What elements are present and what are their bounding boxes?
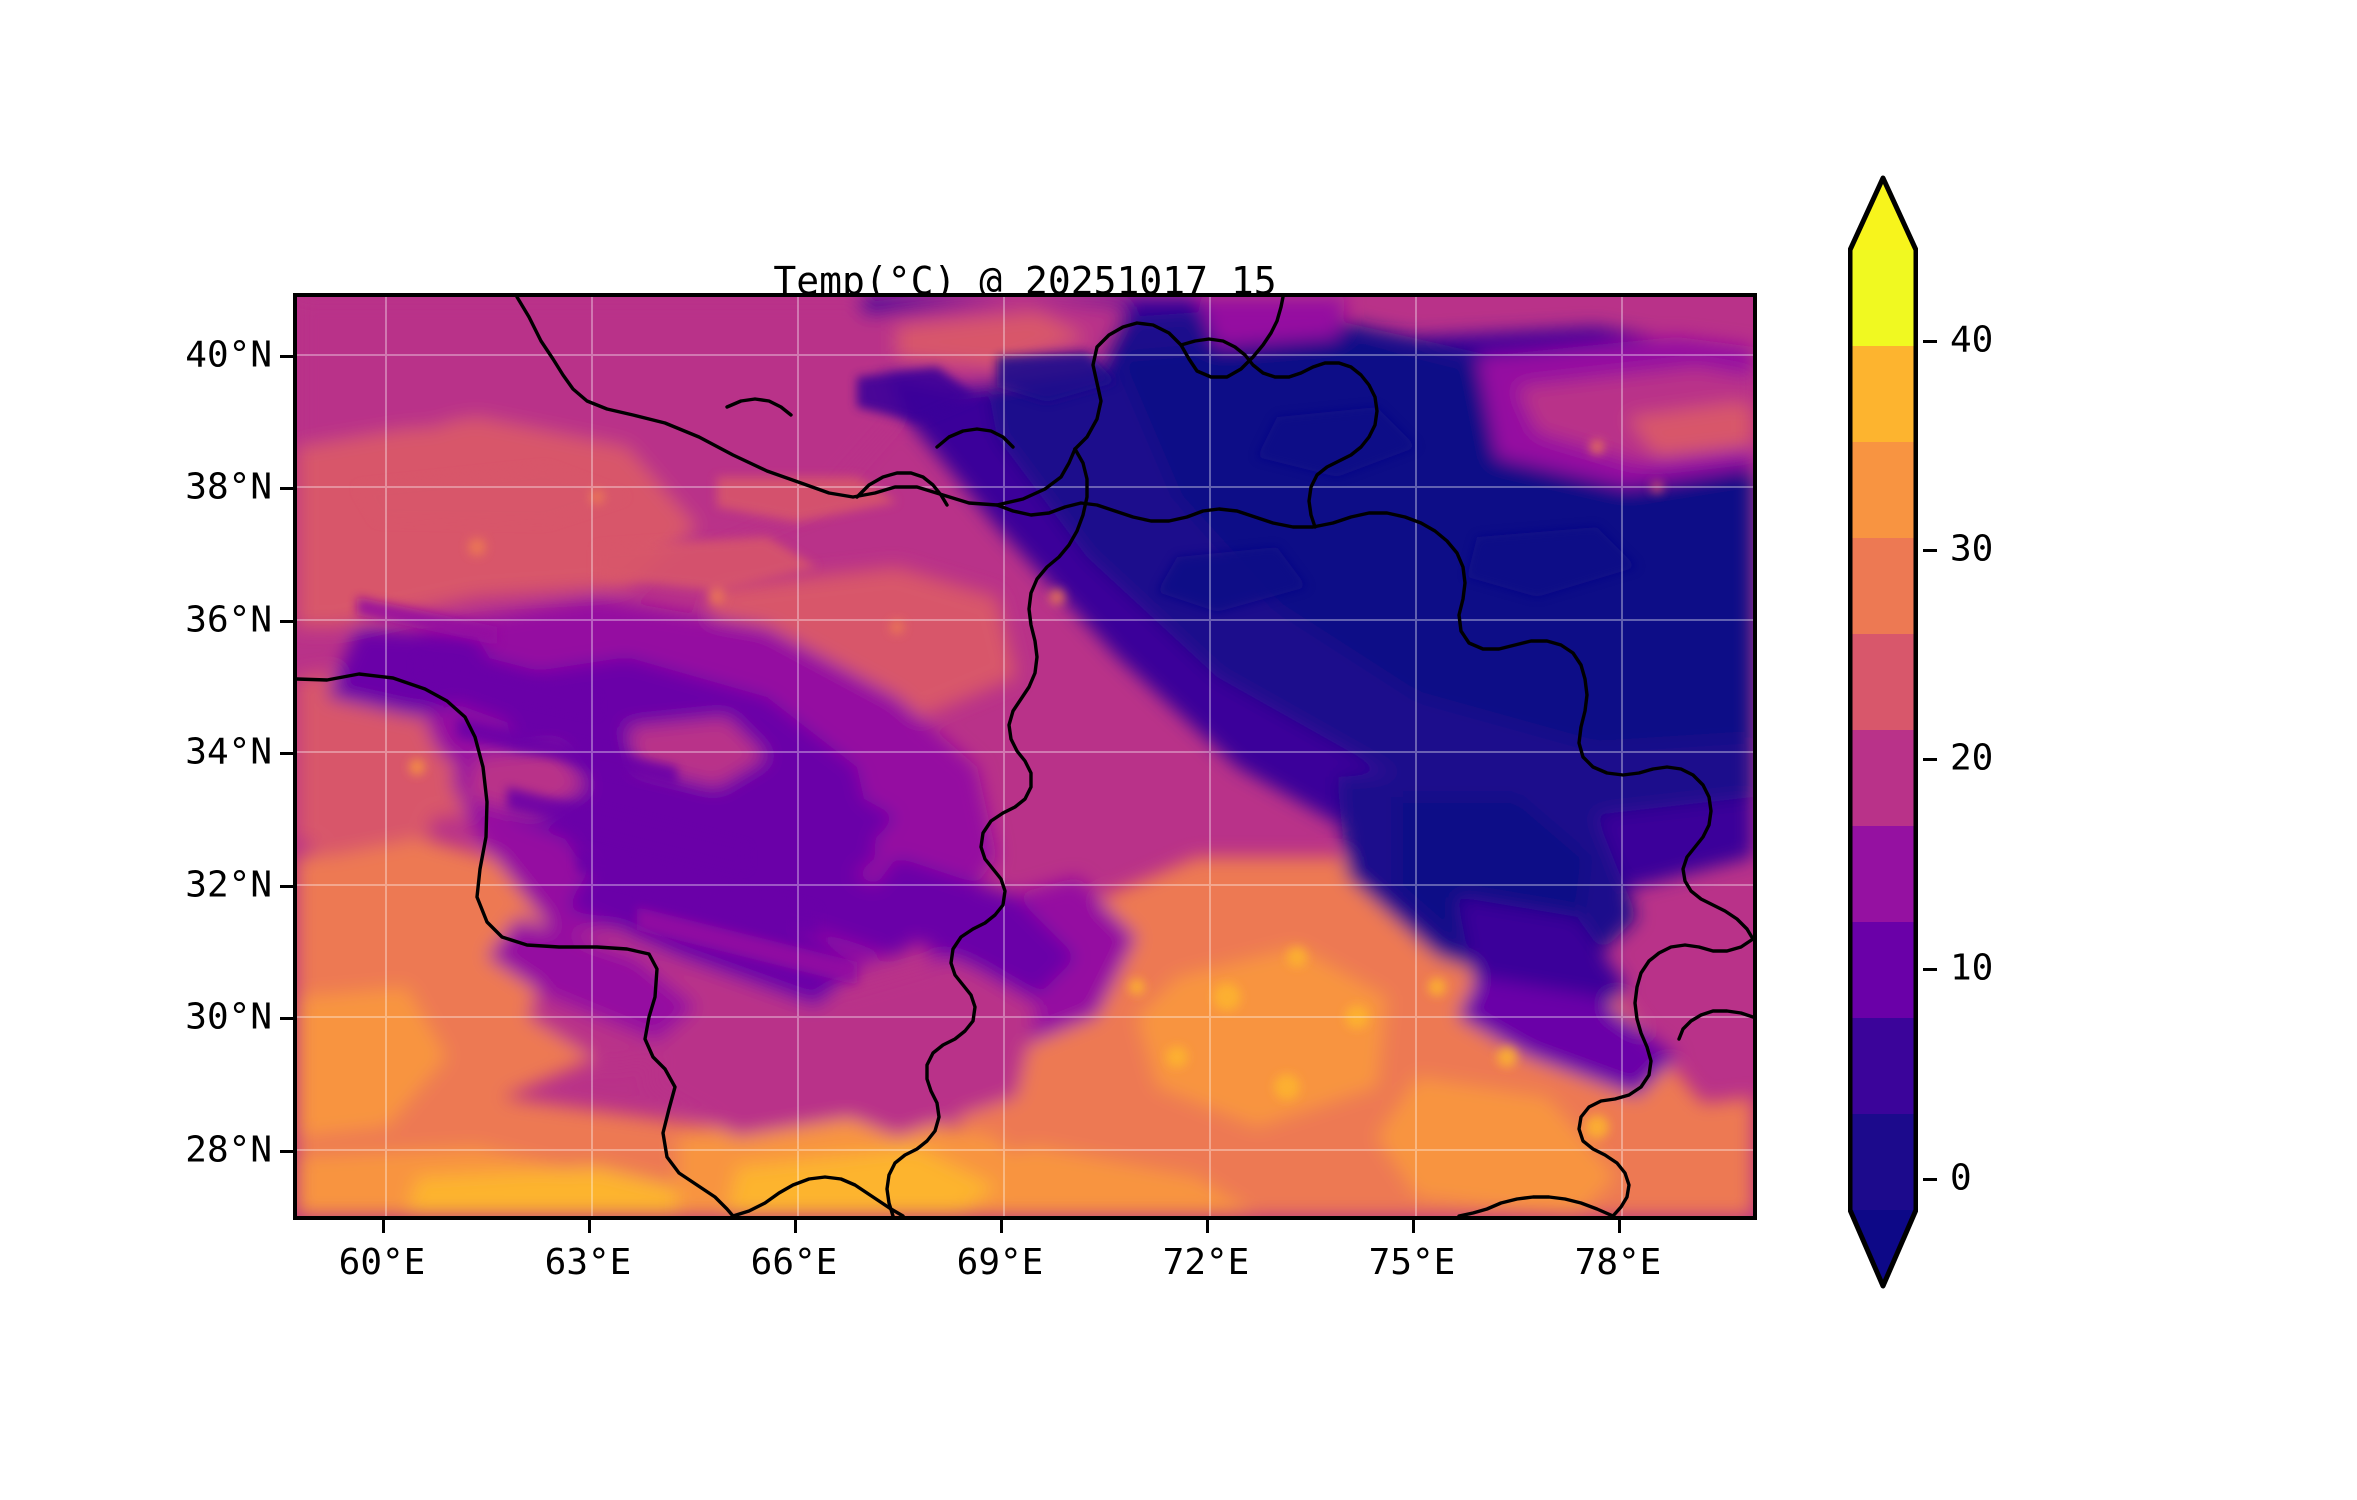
xtick-mark xyxy=(794,1220,797,1233)
ytick-label-32n: 32°N xyxy=(185,864,272,906)
country-borders xyxy=(297,297,1753,1216)
xtick-mark xyxy=(1000,1220,1003,1233)
colorbar-over-arrow xyxy=(1850,178,1916,250)
colorbar-outline xyxy=(1848,175,1918,1289)
xtick-mark xyxy=(382,1220,385,1233)
xtick-label-63e: 63°E xyxy=(544,1242,632,1283)
xtick-label-72e: 72°E xyxy=(1162,1242,1250,1283)
colorbar-label-10: 10 xyxy=(1950,947,1994,989)
ytick-mark xyxy=(280,885,293,888)
ytick-label-36n: 36°N xyxy=(185,599,272,641)
xtick-label-78e: 78°E xyxy=(1574,1242,1662,1283)
ytick-label-30n: 30°N xyxy=(185,996,272,1038)
colorbar-tick-mark xyxy=(1923,758,1937,761)
temperature-heatmap xyxy=(297,297,1753,1216)
xtick-mark xyxy=(1618,1220,1621,1233)
xtick-mark xyxy=(1412,1220,1415,1233)
ytick-mark xyxy=(280,752,293,755)
xtick-label-66e: 66°E xyxy=(750,1242,838,1283)
ytick-mark xyxy=(280,487,293,490)
colorbar-label-30: 30 xyxy=(1950,528,1994,570)
ytick-mark xyxy=(280,1150,293,1153)
colorbar-tick-mark xyxy=(1923,340,1937,343)
ytick-label-38n: 38°N xyxy=(185,466,272,508)
colorbar-label-20: 20 xyxy=(1950,737,1994,779)
ytick-mark xyxy=(280,620,293,623)
colorbar-bands xyxy=(1850,250,1916,1210)
colorbar-tick-mark xyxy=(1923,1178,1937,1181)
map-plot-area xyxy=(293,293,1757,1220)
ytick-mark xyxy=(280,1017,293,1020)
colorbar-gradient xyxy=(1848,175,1918,1289)
xtick-mark xyxy=(588,1220,591,1233)
xtick-label-60e: 60°E xyxy=(338,1242,426,1283)
xtick-label-75e: 75°E xyxy=(1368,1242,1456,1283)
colorbar-under-arrow xyxy=(1850,1210,1916,1286)
colorbar xyxy=(1848,172,1918,1312)
xtick-label-69e: 69°E xyxy=(956,1242,1044,1283)
colorbar-label-40: 40 xyxy=(1950,319,1994,361)
map-gridlines xyxy=(297,297,1753,1216)
ytick-label-28n: 28°N xyxy=(185,1129,272,1171)
xtick-mark xyxy=(1206,1220,1209,1233)
ytick-label-40n: 40°N xyxy=(185,334,272,376)
colorbar-tick-mark xyxy=(1923,549,1937,552)
ytick-mark xyxy=(280,355,293,358)
colorbar-tick-mark xyxy=(1923,968,1937,971)
colorbar-label-0: 0 xyxy=(1950,1157,1972,1199)
ytick-label-34n: 34°N xyxy=(185,731,272,773)
